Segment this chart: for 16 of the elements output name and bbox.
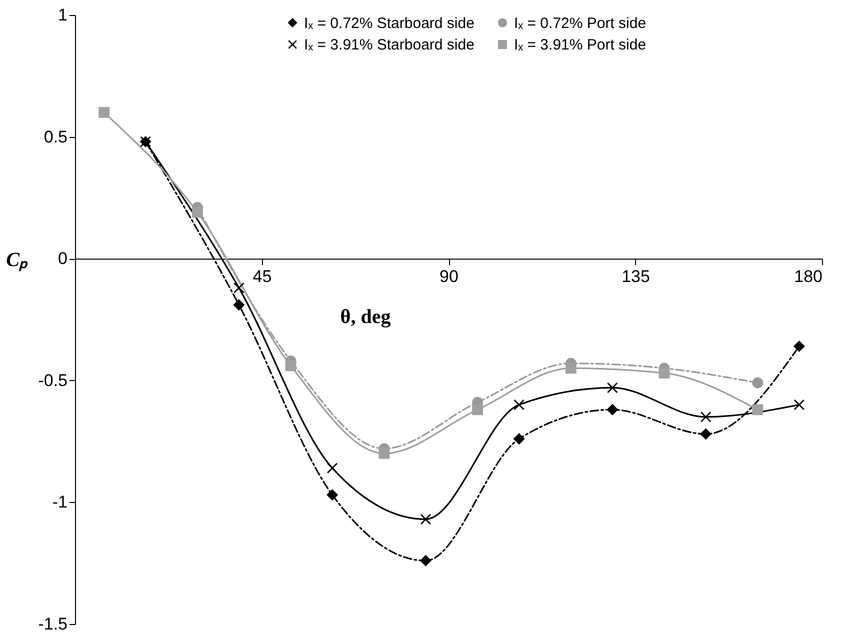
y-tick-label: -1.5 bbox=[38, 614, 68, 634]
y-tick-label: -0.5 bbox=[38, 370, 68, 390]
x-tick-label: 90 bbox=[440, 267, 458, 286]
legend-label: Iₓ = 3.91% Port side bbox=[514, 36, 646, 54]
legend-label: Iₓ = 0.72% Port side bbox=[514, 14, 646, 32]
x-tick-label: 180 bbox=[794, 267, 822, 286]
x-tick-label: 45 bbox=[252, 267, 272, 286]
y-tick-label: 0 bbox=[58, 249, 68, 268]
y-tick-label: 1 bbox=[58, 6, 68, 24]
x-axis-title: θ, deg bbox=[340, 306, 391, 328]
legend-label: Iₓ = 0.72% Starboard side bbox=[304, 14, 474, 32]
y-tick-label: -1 bbox=[52, 492, 68, 512]
x-tick-label: 135 bbox=[622, 267, 650, 286]
y-tick-label: 0.5 bbox=[44, 127, 68, 146]
legend-label: Iₓ = 3.91% Starboard side bbox=[304, 36, 474, 54]
y-axis-title: Cₚ bbox=[6, 249, 28, 272]
